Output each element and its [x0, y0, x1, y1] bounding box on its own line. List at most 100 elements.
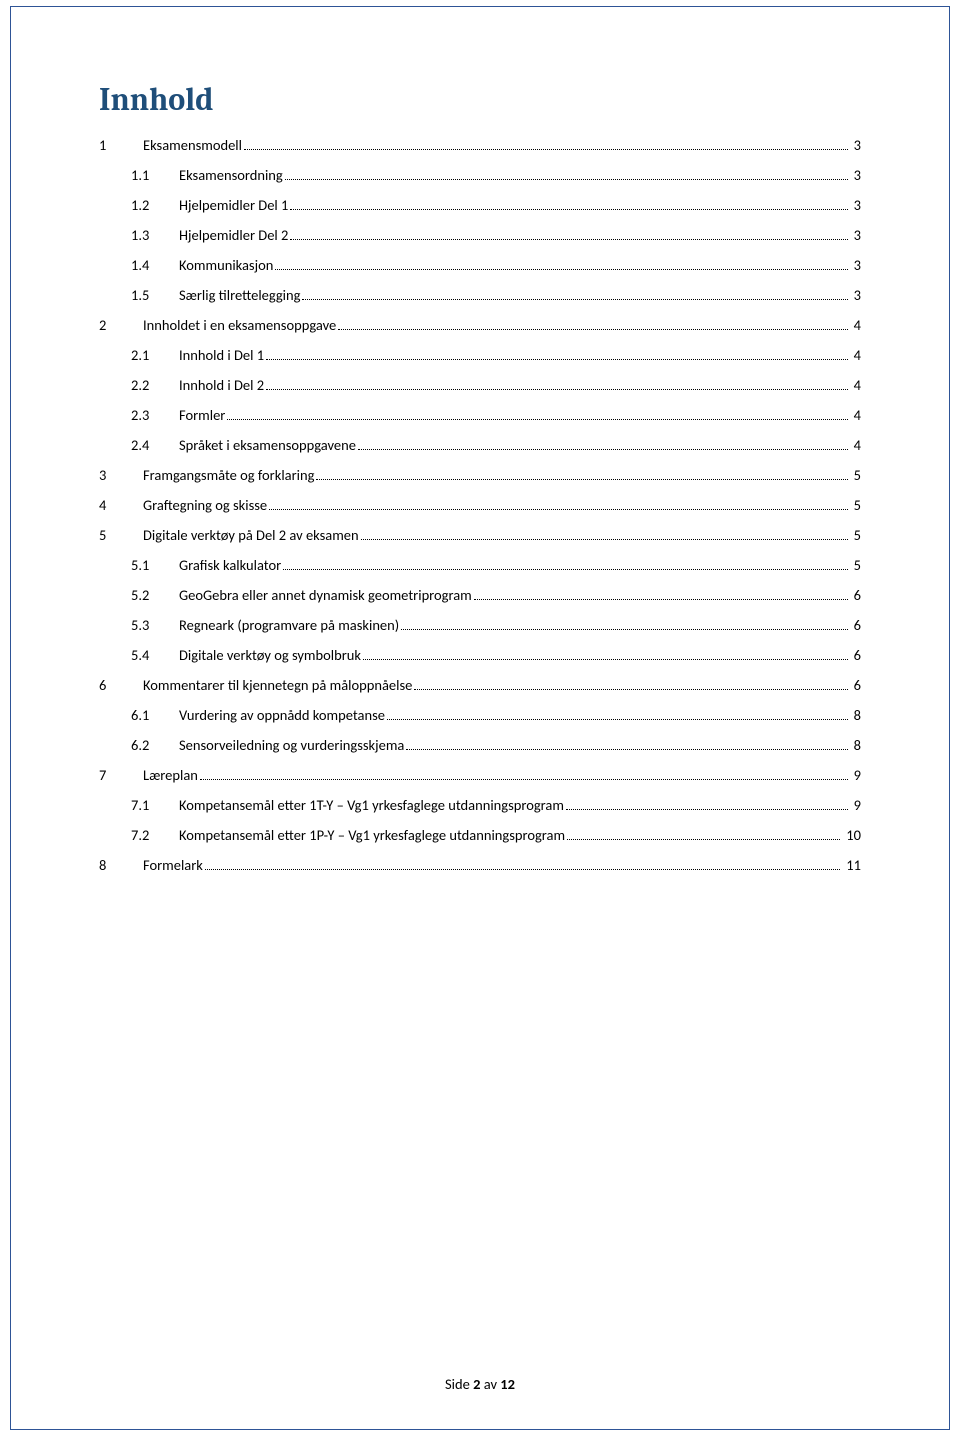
- toc-entry-text: GeoGebra eller annet dynamisk geometripr…: [179, 586, 472, 604]
- toc-entry-number: 5.4: [131, 646, 179, 664]
- toc-entry-number: 7.2: [131, 826, 179, 844]
- toc-entry[interactable]: 2.1Innhold i Del 14: [99, 346, 861, 364]
- toc-entry-text: Hjelpemidler Del 2: [179, 226, 288, 244]
- toc-entry-number: 5.3: [131, 616, 179, 634]
- toc-entry-page: 5: [852, 496, 861, 514]
- toc-entry-text: Kommunikasjon: [179, 256, 273, 274]
- toc-entry-page: 3: [852, 136, 861, 154]
- toc-entry-page: 5: [852, 526, 861, 544]
- toc-entry-page: 6: [852, 676, 861, 694]
- toc-entry-page: 8: [852, 706, 861, 724]
- toc-entry[interactable]: 1.3Hjelpemidler Del 23: [99, 226, 861, 244]
- toc-entry[interactable]: 4Graftegning og skisse5: [99, 496, 861, 514]
- toc-entry-number: 8: [99, 856, 143, 874]
- toc-entry-text: Innholdet i en eksamensoppgave: [143, 316, 336, 334]
- toc-entry[interactable]: 8Formelark 11: [99, 856, 861, 874]
- toc-entry-number: 2.1: [131, 346, 179, 364]
- toc-list: 1Eksamensmodell3 1.1Eksamensordning3 1.2Hj…: [99, 136, 861, 874]
- toc-entry[interactable]: 2.4Språket i eksamensoppgavene4: [99, 436, 861, 454]
- toc-entry-text: Grafisk kalkulator: [179, 556, 281, 574]
- toc-entry[interactable]: 2Innholdet i en eksamensoppgave 4: [99, 316, 861, 334]
- toc-entry-page: 6: [852, 616, 861, 634]
- toc-entry[interactable]: 6.1Vurdering av oppnådd kompetanse8: [99, 706, 861, 724]
- toc-entry-text: Språket i eksamensoppgavene: [179, 436, 356, 454]
- toc-leader-dots: [363, 659, 848, 660]
- toc-leader-dots: [290, 209, 847, 210]
- toc-entry-text: Innhold i Del 2: [179, 376, 264, 394]
- toc-entry[interactable]: 7.2Kompetansemål etter 1P-Y – Vg1 yrkesf…: [99, 826, 861, 844]
- toc-entry[interactable]: 2.3Formler 4: [99, 406, 861, 424]
- toc-leader-dots: [361, 539, 848, 540]
- toc-entry[interactable]: 5.1Grafisk kalkulator 5: [99, 556, 861, 574]
- toc-entry-text: Særlig tilrettelegging: [179, 286, 300, 304]
- toc-entry-number: 2: [99, 316, 143, 334]
- toc-entry-number: 1.3: [131, 226, 179, 244]
- toc-entry-page: 6: [852, 646, 861, 664]
- toc-entry[interactable]: 7Læreplan9: [99, 766, 861, 784]
- toc-entry-number: 2.3: [131, 406, 179, 424]
- toc-entry[interactable]: 7.1Kompetansemål etter 1T-Y – Vg1 yrkesf…: [99, 796, 861, 814]
- toc-leader-dots: [290, 239, 847, 240]
- toc-leader-dots: [406, 749, 847, 750]
- toc-entry-text: Læreplan: [143, 766, 198, 784]
- footer-prefix: Side: [445, 1375, 473, 1393]
- toc-entry-page: 4: [852, 436, 861, 454]
- toc-entry-number: 3: [99, 466, 143, 484]
- toc-entry-number: 7.1: [131, 796, 179, 814]
- toc-entry[interactable]: 1.1Eksamensordning3: [99, 166, 861, 184]
- toc-entry[interactable]: 1Eksamensmodell3: [99, 136, 861, 154]
- toc-entry-text: Kompetansemål etter 1P-Y – Vg1 yrkesfagl…: [179, 826, 565, 844]
- toc-leader-dots: [302, 299, 847, 300]
- toc-leader-dots: [205, 869, 840, 870]
- toc-entry-text: Regneark (programvare på maskinen): [179, 616, 399, 634]
- toc-entry-text: Kompetansemål etter 1T-Y – Vg1 yrkesfagl…: [179, 796, 564, 814]
- toc-leader-dots: [227, 419, 847, 420]
- toc-entry-page: 11: [844, 856, 861, 874]
- toc-entry[interactable]: 5.3Regneark (programvare på maskinen) 6: [99, 616, 861, 634]
- toc-leader-dots: [567, 839, 840, 840]
- toc-entry-number: 6.2: [131, 736, 179, 754]
- toc-entry-page: 4: [852, 406, 861, 424]
- toc-leader-dots: [275, 269, 847, 270]
- toc-entry-page: 4: [852, 316, 861, 334]
- toc-entry-number: 2.2: [131, 376, 179, 394]
- toc-entry-number: 5.1: [131, 556, 179, 574]
- toc-entry[interactable]: 6Kommentarer til kjennetegn på måloppnåe…: [99, 676, 861, 694]
- toc-entry-number: 6.1: [131, 706, 179, 724]
- toc-entry[interactable]: 5.4Digitale verktøy og symbolbruk6: [99, 646, 861, 664]
- toc-entry-text: Formler: [179, 406, 225, 424]
- toc-entry[interactable]: 6.2Sensorveiledning og vurderingsskjema 8: [99, 736, 861, 754]
- toc-leader-dots: [566, 809, 848, 810]
- toc-entry-number: 1.4: [131, 256, 179, 274]
- toc-entry[interactable]: 5Digitale verktøy på Del 2 av eksamen5: [99, 526, 861, 544]
- toc-leader-dots: [285, 179, 848, 180]
- toc-entry-page: 5: [852, 556, 861, 574]
- toc-entry[interactable]: 2.2Innhold i Del 24: [99, 376, 861, 394]
- toc-entry-text: Graftegning og skisse: [143, 496, 267, 514]
- toc-entry[interactable]: 5.2GeoGebra eller annet dynamisk geometr…: [99, 586, 861, 604]
- toc-leader-dots: [266, 359, 848, 360]
- toc-entry-page: 9: [852, 796, 861, 814]
- toc-entry-page: 8: [852, 736, 861, 754]
- toc-leader-dots: [401, 629, 847, 630]
- toc-leader-dots: [266, 389, 848, 390]
- toc-entry-text: Hjelpemidler Del 1: [179, 196, 288, 214]
- toc-entry-page: 6: [852, 586, 861, 604]
- toc-heading: Innhold: [99, 81, 861, 118]
- toc-entry-number: 1.2: [131, 196, 179, 214]
- toc-entry[interactable]: 1.5Særlig tilrettelegging3: [99, 286, 861, 304]
- toc-leader-dots: [358, 449, 848, 450]
- toc-entry-text: Innhold i Del 1: [179, 346, 264, 364]
- toc-entry[interactable]: 1.4Kommunikasjon 3: [99, 256, 861, 274]
- toc-entry-text: Sensorveiledning og vurderingsskjema: [179, 736, 404, 754]
- toc-leader-dots: [316, 479, 847, 480]
- toc-entry-page: 9: [852, 766, 861, 784]
- toc-entry-number: 1: [99, 136, 143, 154]
- footer-total-pages: 12: [500, 1375, 515, 1393]
- toc-entry[interactable]: 1.2Hjelpemidler Del 13: [99, 196, 861, 214]
- toc-entry-page: 3: [852, 256, 861, 274]
- toc-entry-text: Formelark: [143, 856, 203, 874]
- toc-entry-text: Digitale verktøy på Del 2 av eksamen: [143, 526, 359, 544]
- toc-entry[interactable]: 3Framgangsmåte og forklaring5: [99, 466, 861, 484]
- page-frame: Innhold 1Eksamensmodell3 1.1Eksamensordni…: [10, 6, 950, 1430]
